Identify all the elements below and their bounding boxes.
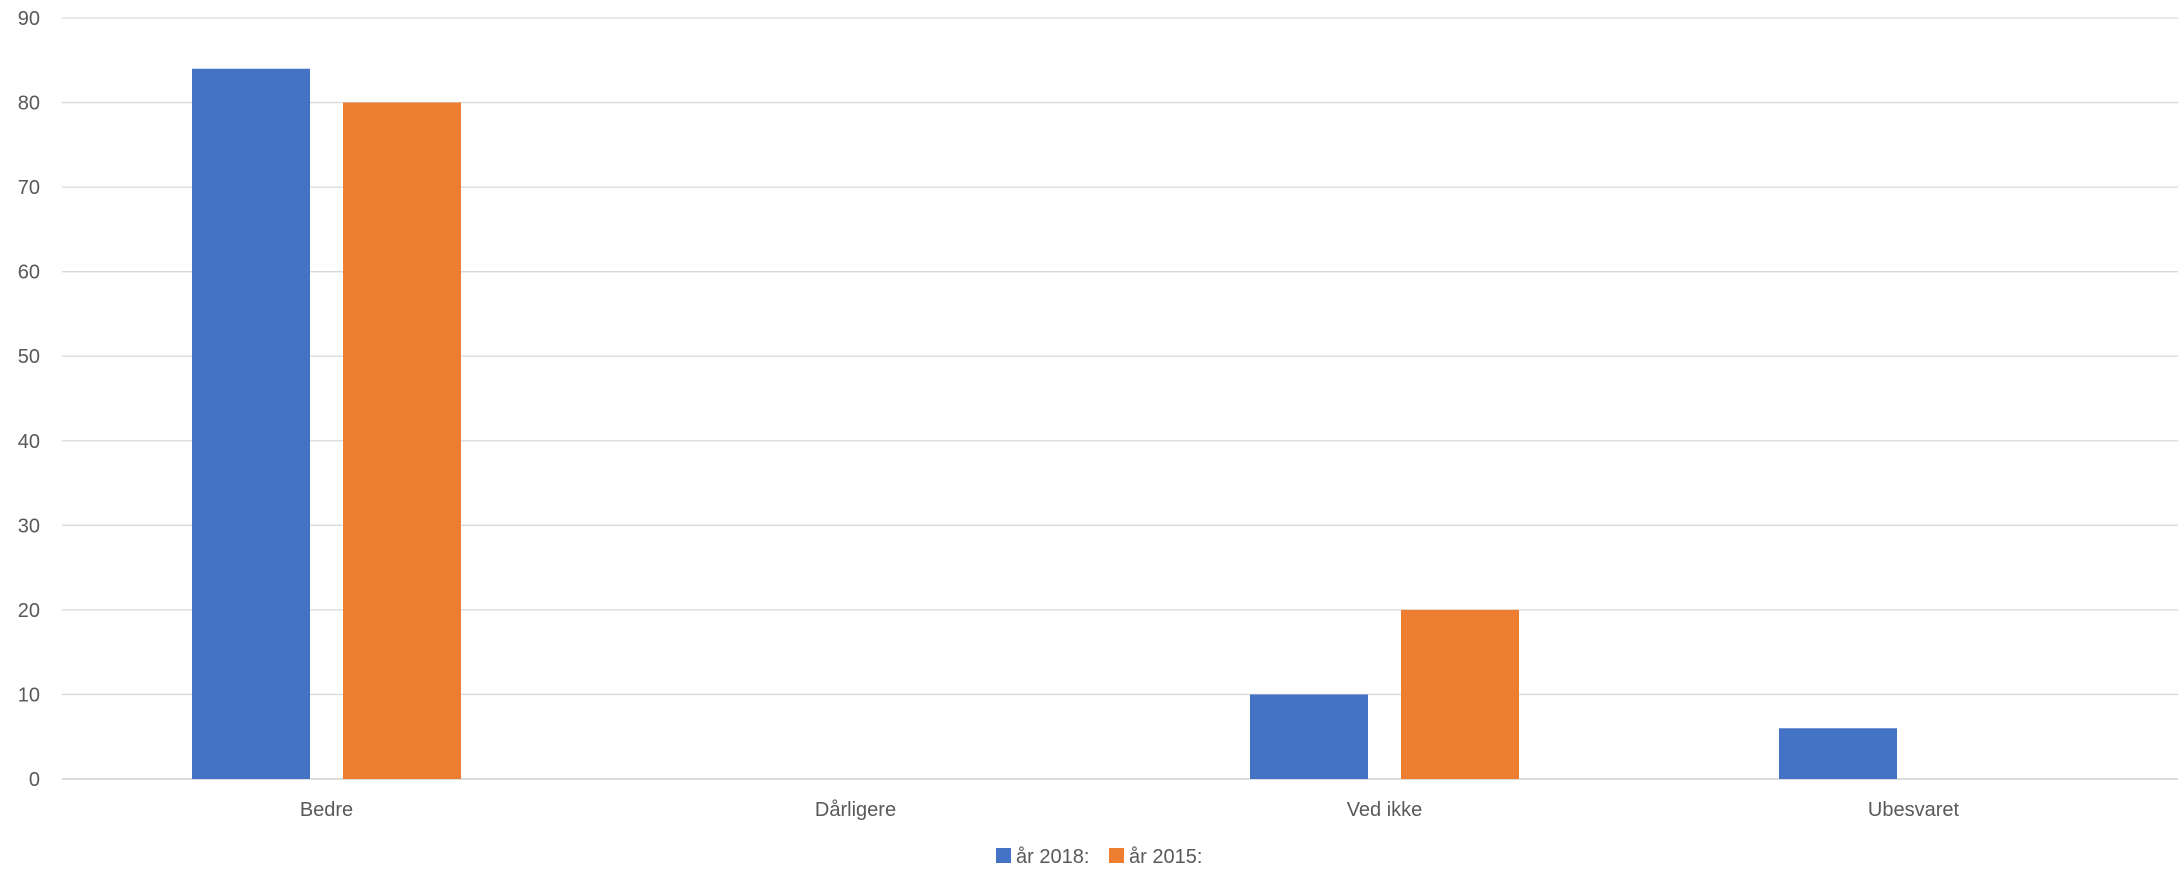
legend-swatch — [996, 848, 1011, 863]
legend-label: år 2015: — [1129, 846, 1202, 868]
legend-label: år 2018: — [1016, 846, 1089, 868]
y-tick-label: 20 — [18, 600, 40, 622]
y-axis-ticks: 0 10 20 30 40 50 60 70 80 90 — [18, 8, 40, 791]
x-tick-label: Ubesvaret — [1868, 799, 1960, 821]
y-tick-label: 50 — [18, 346, 40, 368]
bars — [192, 68, 1897, 780]
y-tick-label: 90 — [18, 8, 40, 30]
bar-ved-ikke-series-2 — [1401, 609, 1519, 779]
bar-bedre-series-2 — [343, 102, 461, 780]
x-tick-label: Ved ikke — [1347, 799, 1423, 821]
y-tick-label: 80 — [18, 93, 40, 115]
x-tick-label: Bedre — [300, 799, 353, 821]
bar-ubesvaret-series-1 — [1779, 728, 1897, 779]
x-tick-label: Dårligere — [815, 799, 896, 821]
x-axis-ticks: Bedre Dårligere Ved ikke Ubesvaret — [300, 799, 1960, 821]
legend: år 2018: år 2015: — [996, 846, 1202, 868]
legend-swatch — [1109, 848, 1124, 863]
y-tick-label: 10 — [18, 684, 40, 706]
y-tick-label: 40 — [18, 431, 40, 453]
y-tick-label: 30 — [18, 515, 40, 537]
y-tick-label: 70 — [18, 177, 40, 199]
y-tick-label: 60 — [18, 262, 40, 284]
y-tick-label: 0 — [29, 769, 40, 791]
bar-ved-ikke-series-1 — [1250, 694, 1368, 779]
bar-bedre-series-1 — [192, 68, 310, 779]
